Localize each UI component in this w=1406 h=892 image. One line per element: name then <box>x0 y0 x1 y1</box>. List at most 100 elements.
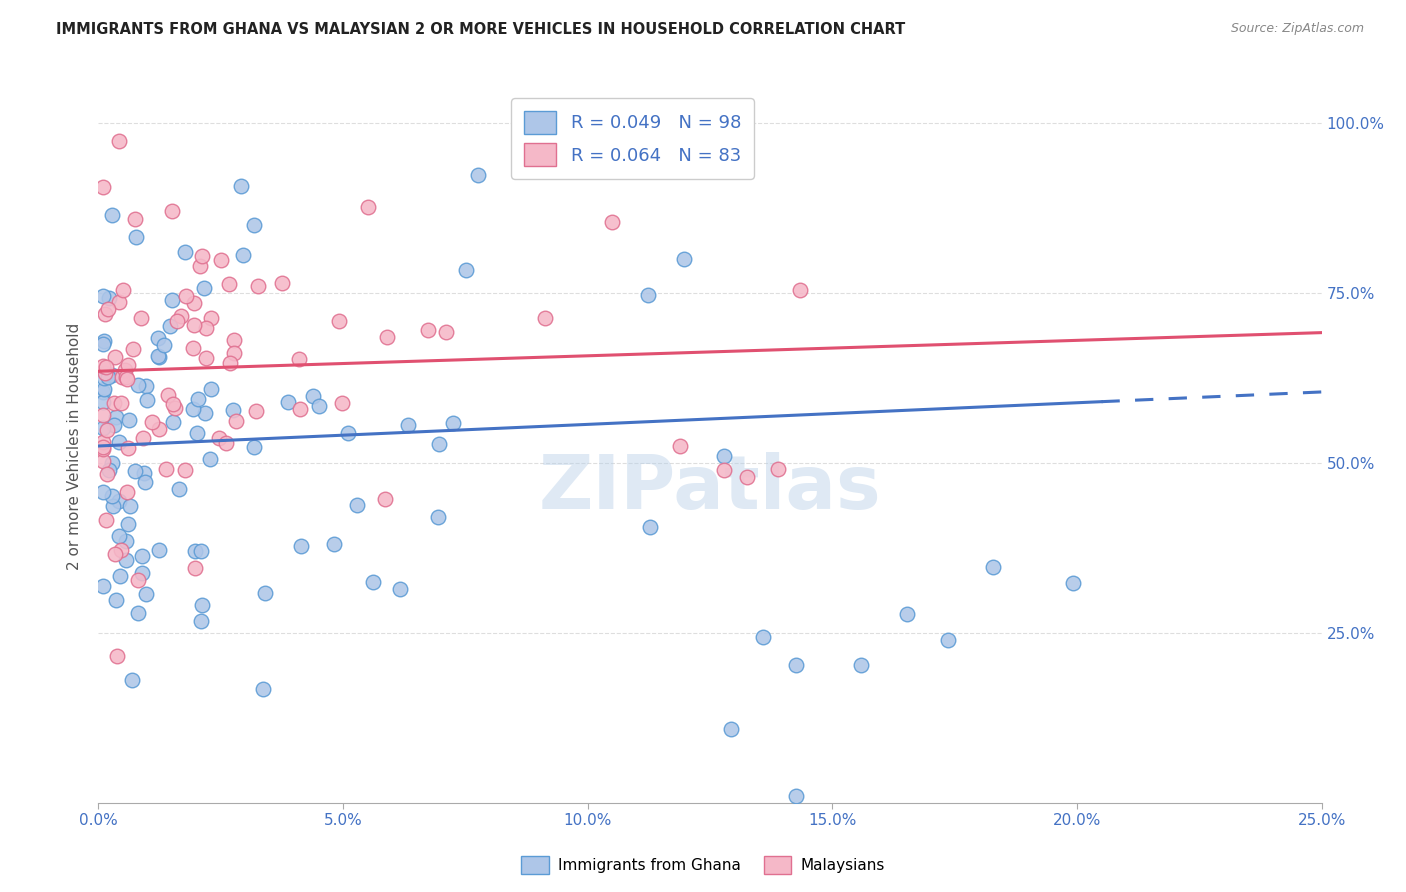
Point <box>107 134 129 148</box>
Point <box>346 499 368 513</box>
Point <box>454 263 477 277</box>
Point <box>174 463 197 477</box>
Point <box>290 539 312 553</box>
Point <box>117 358 139 372</box>
Point <box>104 593 127 607</box>
Point <box>118 500 141 514</box>
Point <box>200 383 222 397</box>
Point <box>637 287 659 301</box>
Point <box>91 434 114 449</box>
Point <box>936 632 959 647</box>
Point <box>96 467 118 482</box>
Point <box>225 413 247 427</box>
Point <box>388 582 411 596</box>
Point <box>96 370 118 384</box>
Point <box>104 350 127 364</box>
Point <box>91 442 114 456</box>
Point <box>98 291 121 305</box>
Point <box>124 464 146 478</box>
Point <box>91 408 114 422</box>
Point <box>1062 575 1084 590</box>
Point <box>218 277 240 291</box>
Point <box>97 463 120 477</box>
Point <box>104 547 127 561</box>
Point <box>101 456 124 470</box>
Point <box>735 470 758 484</box>
Point <box>91 485 114 500</box>
Point <box>108 434 131 449</box>
Point <box>115 534 138 549</box>
Point <box>103 417 125 432</box>
Point <box>602 214 624 228</box>
Point <box>108 295 131 310</box>
Point <box>131 549 153 563</box>
Point <box>242 218 264 232</box>
Point <box>111 370 134 384</box>
Point <box>124 211 146 226</box>
Point <box>111 283 134 297</box>
Point <box>336 426 359 441</box>
Point <box>127 377 149 392</box>
Point <box>91 454 114 468</box>
Point <box>191 249 214 263</box>
Point <box>153 338 176 352</box>
Point <box>426 509 449 524</box>
Point <box>121 673 143 688</box>
Point <box>162 203 184 218</box>
Point <box>328 314 350 328</box>
Point <box>181 341 204 355</box>
Point <box>208 431 231 445</box>
Point <box>96 423 118 437</box>
Point <box>242 441 264 455</box>
Point <box>288 402 311 417</box>
Point <box>134 467 156 481</box>
Point <box>101 499 124 513</box>
Point <box>162 397 184 411</box>
Point <box>713 153 735 167</box>
Point <box>118 413 141 427</box>
Point <box>148 543 170 558</box>
Point <box>896 607 918 621</box>
Point <box>129 311 152 326</box>
Point <box>148 349 170 363</box>
Point <box>184 544 207 558</box>
Point <box>108 569 131 583</box>
Point <box>110 396 132 410</box>
Point <box>713 463 735 477</box>
Point <box>183 318 205 333</box>
Point <box>91 579 114 593</box>
Point <box>184 561 207 575</box>
Point <box>245 404 267 418</box>
Point <box>194 405 217 419</box>
Point <box>91 421 114 435</box>
Point <box>115 485 138 500</box>
Point <box>167 482 190 496</box>
Point <box>162 415 184 429</box>
Point <box>91 289 114 303</box>
Point <box>101 368 124 382</box>
Point <box>187 392 209 406</box>
Point <box>222 333 245 347</box>
Text: ZIPatlas: ZIPatlas <box>538 452 882 525</box>
Point <box>91 179 114 194</box>
Point <box>277 394 299 409</box>
Point <box>361 574 384 589</box>
Point <box>166 314 188 328</box>
Point <box>190 543 212 558</box>
Point <box>110 542 132 557</box>
Point <box>148 350 170 364</box>
Text: Source: ZipAtlas.com: Source: ZipAtlas.com <box>1230 22 1364 36</box>
Point <box>122 342 145 356</box>
Point <box>91 440 114 454</box>
Point <box>170 310 193 324</box>
Point <box>125 230 148 244</box>
Point <box>418 323 440 337</box>
Point <box>162 293 184 308</box>
Point <box>91 384 114 399</box>
Point <box>114 363 136 377</box>
Point <box>94 366 117 380</box>
Point <box>115 372 138 386</box>
Point <box>789 283 811 297</box>
Point <box>107 648 129 663</box>
Point <box>396 417 419 432</box>
